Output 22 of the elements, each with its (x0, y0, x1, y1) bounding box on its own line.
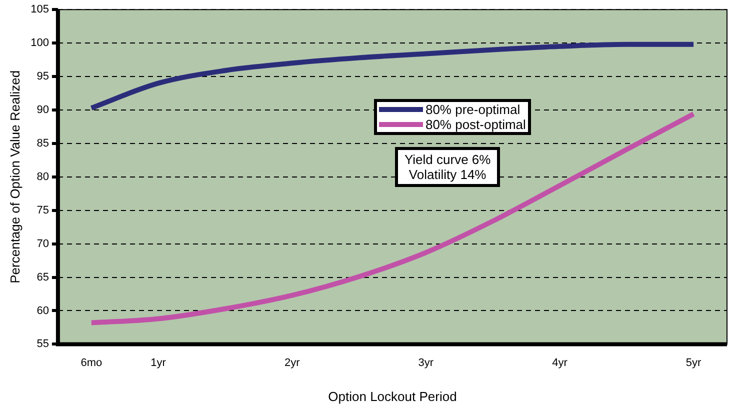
x-axis-title: Option Lockout Period (328, 388, 457, 404)
legend-label: 80% pre-optimal (425, 102, 520, 117)
y-tick-label: 80 (36, 170, 49, 183)
x-tick-label: 1yr (150, 356, 166, 369)
x-tick-label: 2yr (284, 356, 300, 369)
y-axis-title: Percentage of Option Value Realized (7, 70, 22, 284)
y-tick-label: 70 (36, 238, 49, 250)
x-tick-label: 5yr (686, 356, 702, 369)
y-tick-label: 75 (36, 204, 49, 216)
y-tick-label: 60 (36, 304, 49, 317)
y-tick-label: 100 (30, 37, 49, 50)
legend-label: 80% post-optimal (425, 116, 526, 132)
x-tick-label: 6mo (80, 356, 102, 369)
y-tick-label: 95 (36, 70, 49, 83)
y-tick-label: 65 (36, 271, 49, 284)
y-tick-label: 105 (30, 4, 49, 16)
x-tick-label: 4yr (552, 356, 568, 369)
x-tick-label: 3yr (418, 356, 434, 369)
y-tick-label: 55 (36, 338, 49, 350)
y-tick-label: 85 (36, 137, 49, 150)
y-tick-label: 90 (36, 104, 49, 116)
annotation: Yield curve 6% Volatility 14% (395, 146, 500, 187)
